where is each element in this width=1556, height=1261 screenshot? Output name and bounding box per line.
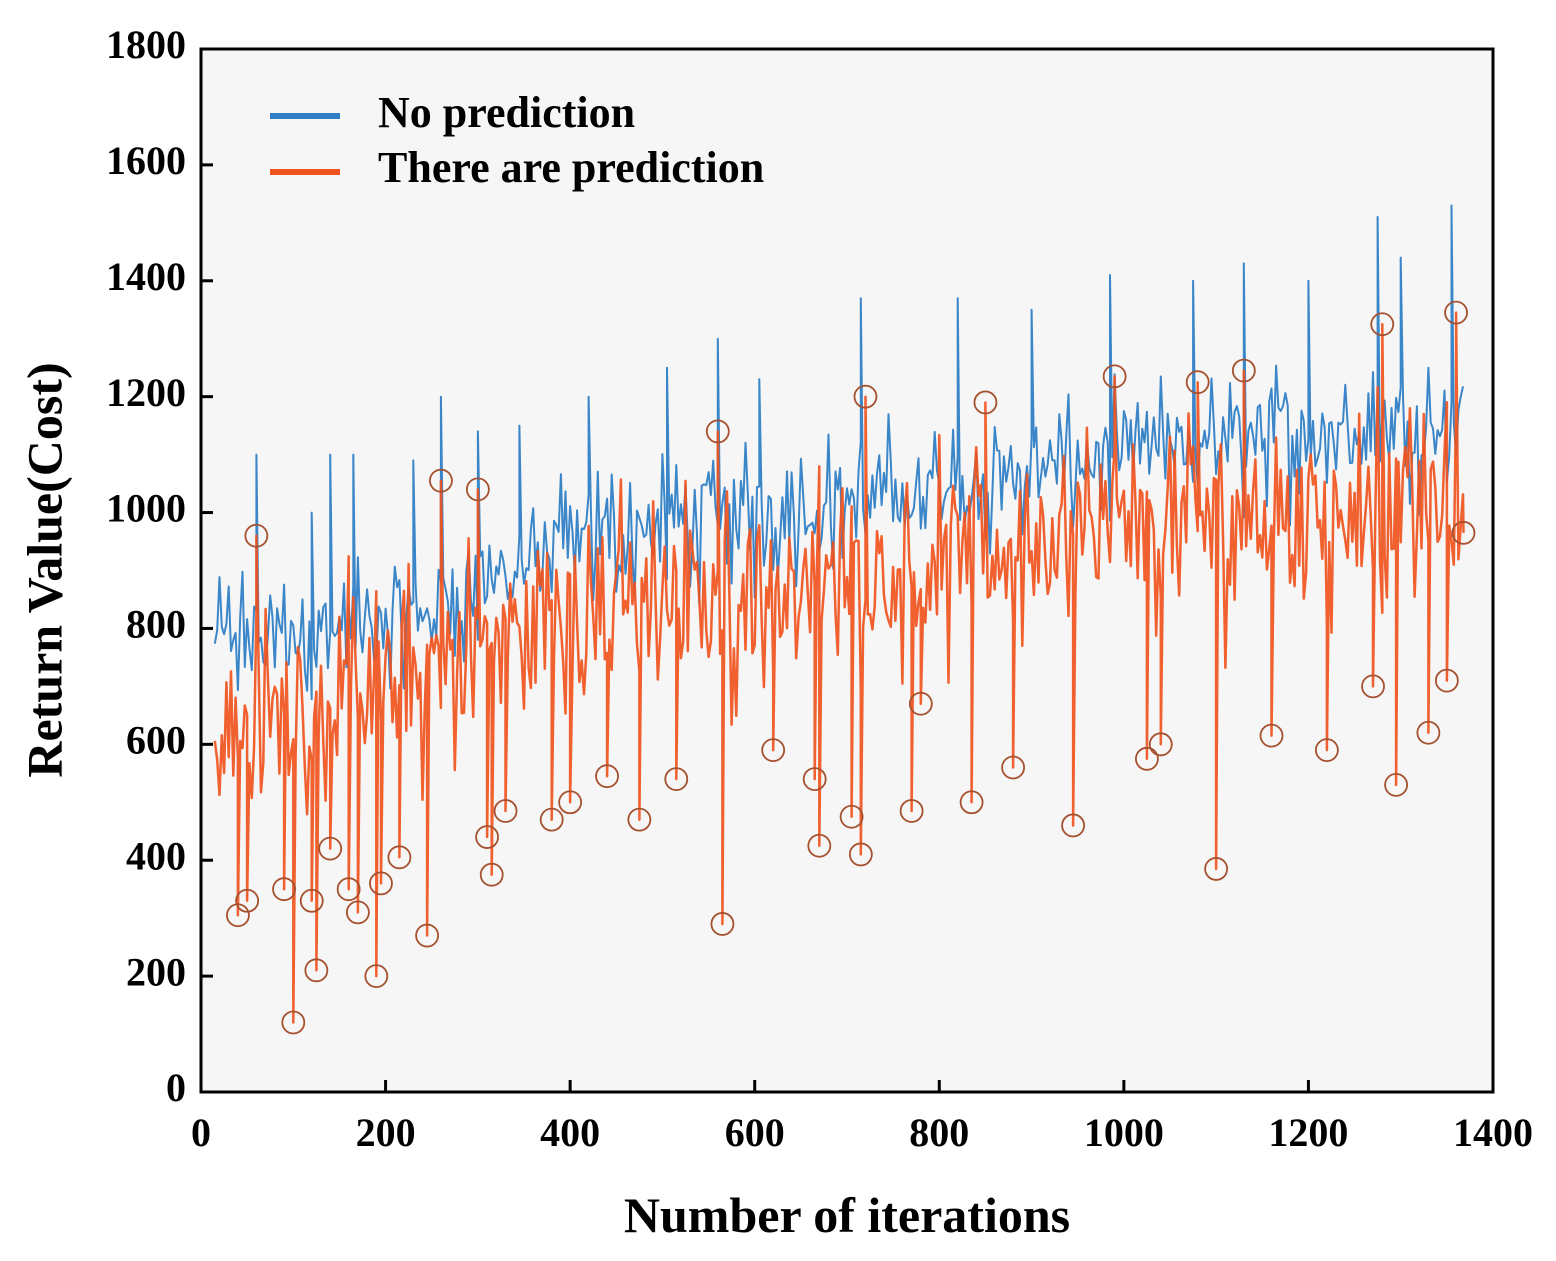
data-point-marker [336,877,361,902]
y-tick-label: 800 [126,602,186,647]
y-axis-title: Return Value(Cost) [16,362,72,777]
data-point-marker [272,877,296,902]
data-point-marker [839,804,864,829]
data-point-marker [479,862,504,887]
data-point-marker [1451,520,1476,545]
data-point-marker [802,767,827,791]
data-point-marker [908,691,933,716]
data-point-marker [1231,358,1256,383]
data-point-marker [705,419,730,444]
data-point-marker [807,833,832,858]
x-tick-label: 600 [725,1110,785,1155]
x-tick-label: 1000 [1084,1110,1164,1155]
data-point-marker [429,468,453,493]
ticks-layer: 0 200 400 600 800 1000 1200 1400 0 200 400 600 800 10… [106,22,1533,1155]
data-point-marker [627,807,652,832]
data-point-marker [493,799,518,823]
data-point-marker [558,790,583,815]
x-tick-label: 800 [909,1110,969,1155]
data-point-marker [1434,668,1459,693]
data-point-marker [710,912,735,936]
data-point-marker [1361,674,1385,699]
x-tick-label: 400 [540,1110,600,1155]
y-tick-label: 200 [126,949,186,994]
data-point-marker [595,764,619,789]
y-tick-label: 1000 [106,486,186,531]
data-point-marker [1001,755,1026,780]
x-axis-title: Number of iterations [624,1187,1070,1243]
plot-frame [199,47,1495,1094]
x-tick-label: 200 [356,1110,416,1155]
data-point-marker [899,799,924,823]
x-tick-label: 0 [191,1110,211,1155]
data-point-marker [369,871,393,896]
data-point-marker [387,845,412,870]
data-point-marker [1314,738,1339,763]
data-point-marker [1259,723,1284,748]
data-point-marker [226,903,250,928]
data-point-marker [318,836,343,861]
series-line-there-are-prediction [213,311,1465,1024]
series-line-no-prediction [213,204,1464,701]
y-tick-label: 1800 [106,22,186,67]
data-point-marker [1061,813,1085,838]
y-tick-label: 1400 [106,254,186,299]
data-point-marker [244,523,269,548]
y-tick-label: 600 [126,718,186,763]
data-point-marker [1148,732,1173,757]
data-point-marker [1416,720,1441,745]
data-point-marker [299,888,324,913]
data-point-marker [415,923,440,948]
data-point-marker [1444,300,1468,325]
data-point-marker [345,900,370,925]
y-tick-label: 1600 [106,138,186,183]
x-tick-label: 1200 [1268,1110,1348,1155]
data-point-marker [973,390,998,415]
data-point-marker [1185,370,1210,395]
x-tick-label: 1400 [1453,1110,1533,1155]
data-point-marker [235,888,260,913]
data-point-marker [465,477,490,502]
data-point-marker [1102,364,1127,389]
data-point-marker [1204,857,1229,881]
data-point-marker [853,384,878,409]
data-point-marker [761,738,786,763]
data-point-marker [1135,746,1159,771]
data-point-marker [304,958,329,983]
data-point-marker [539,807,564,832]
data-point-marker [281,1010,306,1035]
legend-label-no-prediction: No prediction [378,88,635,137]
data-point-marker [364,964,389,989]
data-point-marker [475,825,499,849]
legend-label-there-are-prediction: There are prediction [378,143,764,192]
data-point-marker [959,790,984,815]
data-point-marker [1384,772,1408,797]
data-point-marker [1370,312,1395,337]
y-tick-label: 400 [126,833,186,878]
y-tick-label: 1200 [106,370,186,415]
y-tick-label: 0 [166,1065,186,1110]
data-point-marker [848,842,873,867]
data-point-marker [664,767,689,791]
series-layer [213,204,1476,1035]
legend: No prediction There are prediction [270,88,764,192]
